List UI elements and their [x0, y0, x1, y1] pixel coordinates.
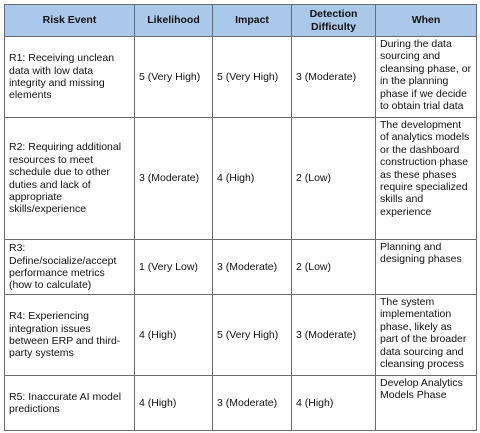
table-row: R1: Receiving unclean data with low data…: [4, 36, 477, 118]
detection-difficulty-cell: 2 (Low): [291, 117, 376, 240]
when-cell: The development of analytics models or t…: [375, 117, 477, 240]
table-row: R4: Experiencing integration issues betw…: [4, 294, 477, 376]
risk-event-cell: R4: Experiencing integration issues betw…: [4, 294, 135, 376]
risk-assessment-table: Risk Event Likelihood Impact Detection D…: [4, 4, 477, 431]
impact-cell: 4 (High): [212, 117, 292, 240]
header-likelihood: Likelihood: [134, 4, 213, 37]
table-row: R3: Define/socialize/accept performance …: [4, 239, 477, 295]
impact-cell: 5 (Very High): [212, 36, 292, 118]
impact-cell: 5 (Very High): [212, 294, 292, 376]
likelihood-cell: 3 (Moderate): [134, 117, 213, 240]
header-risk-event: Risk Event: [4, 4, 135, 37]
header-detection-difficulty: Detection Difficulty: [291, 4, 376, 37]
impact-cell: 3 (Moderate): [212, 239, 292, 295]
risk-event-cell: R2: Requiring additional resources to me…: [4, 117, 135, 240]
when-cell: Planning and designing phases: [375, 239, 477, 295]
impact-cell: 3 (Moderate): [212, 375, 292, 431]
likelihood-cell: 5 (Very High): [134, 36, 213, 118]
table-row: R2: Requiring additional resources to me…: [4, 117, 477, 240]
detection-difficulty-cell: 3 (Moderate): [291, 294, 376, 376]
table-row: R5: Inaccurate AI model predictions 4 (H…: [4, 375, 477, 431]
header-impact: Impact: [212, 4, 292, 37]
when-cell: During the data sourcing and cleansing p…: [375, 36, 477, 118]
table-header-row: Risk Event Likelihood Impact Detection D…: [4, 4, 477, 37]
likelihood-cell: 4 (High): [134, 375, 213, 431]
risk-event-cell: R5: Inaccurate AI model predictions: [4, 375, 135, 431]
likelihood-cell: 1 (Very Low): [134, 239, 213, 295]
likelihood-cell: 4 (High): [134, 294, 213, 376]
detection-difficulty-cell: 3 (Moderate): [291, 36, 376, 118]
detection-difficulty-cell: 4 (High): [291, 375, 376, 431]
when-cell: Develop Analytics Models Phase: [375, 375, 477, 431]
detection-difficulty-cell: 2 (Low): [291, 239, 376, 295]
header-when: When: [375, 4, 477, 37]
risk-event-cell: R1: Receiving unclean data with low data…: [4, 36, 135, 118]
risk-event-cell: R3: Define/socialize/accept performance …: [4, 239, 135, 295]
when-cell: The system implementation phase, likely …: [375, 294, 477, 376]
